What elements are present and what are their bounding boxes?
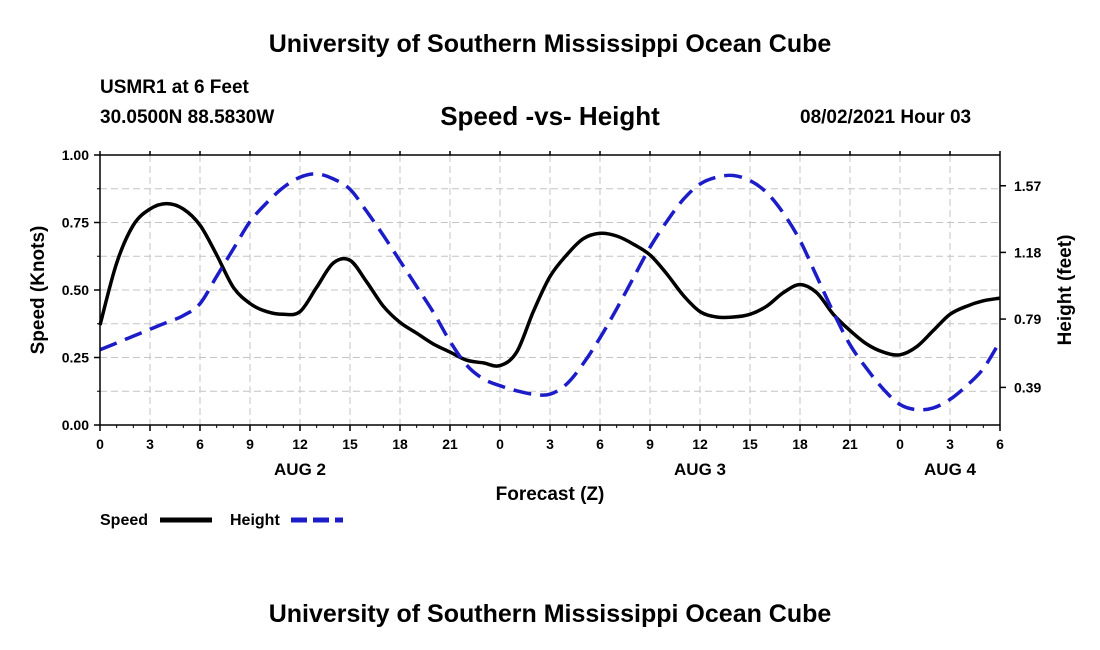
y-tick-label: 0.75 xyxy=(62,215,89,231)
x-tick-label: 15 xyxy=(342,436,358,452)
x-tick-label: 18 xyxy=(392,436,408,452)
x-tick-label: 9 xyxy=(246,436,254,452)
series-line-speed xyxy=(98,201,1001,368)
day-label: AUG 3 xyxy=(674,460,726,479)
x-tick-label: 3 xyxy=(546,436,554,452)
x-tick-label: 12 xyxy=(692,436,708,452)
series-line-height xyxy=(99,172,1002,412)
x-tick-label: 6 xyxy=(196,436,204,452)
chart-title-bottom: University of Southern Mississippi Ocean… xyxy=(268,600,832,628)
y-tick-label: 0.00 xyxy=(62,417,89,433)
x-tick-label: 0 xyxy=(496,436,504,452)
legend-label-height: Height xyxy=(230,512,280,529)
y2-tick-label: 0.39 xyxy=(1014,379,1041,395)
day-label: AUG 2 xyxy=(274,460,326,479)
x-tick-label: 21 xyxy=(842,436,858,452)
x-tick-label: 0 xyxy=(896,436,904,452)
x-tick-label: 6 xyxy=(596,436,604,452)
legend: Speed Height xyxy=(100,512,343,529)
y2-tick-label: 1.18 xyxy=(1014,244,1041,260)
forecast-datetime: 08/02/2021 Hour 03 xyxy=(800,107,972,128)
day-label: AUG 4 xyxy=(924,460,977,479)
x-tick-label: 3 xyxy=(146,436,154,452)
coordinates-label: 30.0500N 88.5830W xyxy=(100,107,275,128)
grid xyxy=(100,155,1000,425)
chart-subtitle: Speed -vs- Height xyxy=(440,101,660,131)
x-tick-label: 12 xyxy=(292,436,308,452)
y-tick-label: 0.25 xyxy=(62,350,89,366)
x-tick-label: 6 xyxy=(996,436,1004,452)
y2-tick-label: 0.79 xyxy=(1014,311,1041,327)
series-group xyxy=(98,172,1002,412)
y2-tick-label: 1.57 xyxy=(1014,178,1041,194)
x-tick-label: 21 xyxy=(442,436,458,452)
x-axis-title: Forecast (Z) xyxy=(496,484,605,505)
legend-label-speed: Speed xyxy=(100,512,148,529)
y-tick-label: 0.50 xyxy=(62,282,89,298)
x-tick-label: 15 xyxy=(742,436,758,452)
x-tick-label: 0 xyxy=(96,436,104,452)
x-tick-label: 3 xyxy=(946,436,954,452)
station-label: USMR1 at 6 Feet xyxy=(100,77,249,98)
chart-title-top: University of Southern Mississippi Ocean… xyxy=(268,30,832,58)
y2-axis-title: Height (feet) xyxy=(1055,235,1076,346)
x-tick-label: 18 xyxy=(792,436,808,452)
x-tick-label: 9 xyxy=(646,436,654,452)
axes xyxy=(94,151,1006,431)
axis-labels: 0 3 6 9 12 15 18 21 0 3 6 9 12 15 18 21 0 3 6 0.00 0.25 0.50 0… xyxy=(28,147,1076,505)
y-axis-title: Speed (Knots) xyxy=(28,226,49,355)
y-tick-label: 1.00 xyxy=(62,147,89,163)
